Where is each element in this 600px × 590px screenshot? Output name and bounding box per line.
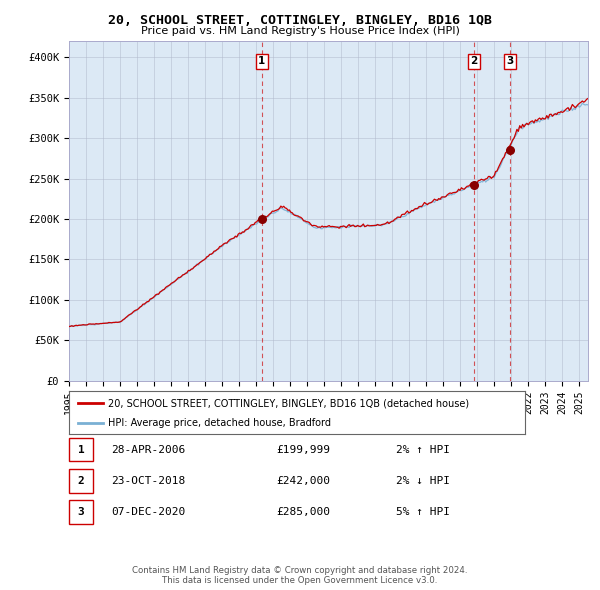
Text: Price paid vs. HM Land Registry's House Price Index (HPI): Price paid vs. HM Land Registry's House … [140,26,460,36]
Text: 20, SCHOOL STREET, COTTINGLEY, BINGLEY, BD16 1QB (detached house): 20, SCHOOL STREET, COTTINGLEY, BINGLEY, … [108,398,469,408]
Text: £285,000: £285,000 [276,507,330,517]
Text: 2: 2 [470,57,478,67]
Text: 5% ↑ HPI: 5% ↑ HPI [396,507,450,517]
Text: 1: 1 [77,445,85,454]
Text: 28-APR-2006: 28-APR-2006 [111,445,185,454]
Text: Contains HM Land Registry data © Crown copyright and database right 2024.
This d: Contains HM Land Registry data © Crown c… [132,566,468,585]
Text: 3: 3 [77,507,85,517]
Text: 20, SCHOOL STREET, COTTINGLEY, BINGLEY, BD16 1QB: 20, SCHOOL STREET, COTTINGLEY, BINGLEY, … [108,14,492,27]
Text: 23-OCT-2018: 23-OCT-2018 [111,476,185,486]
Text: £242,000: £242,000 [276,476,330,486]
Text: 2% ↓ HPI: 2% ↓ HPI [396,476,450,486]
Text: £199,999: £199,999 [276,445,330,454]
Text: HPI: Average price, detached house, Bradford: HPI: Average price, detached house, Brad… [108,418,331,428]
Text: 3: 3 [506,57,514,67]
Text: 2: 2 [77,476,85,486]
Text: 1: 1 [258,57,265,67]
Text: 2% ↑ HPI: 2% ↑ HPI [396,445,450,454]
Text: 07-DEC-2020: 07-DEC-2020 [111,507,185,517]
